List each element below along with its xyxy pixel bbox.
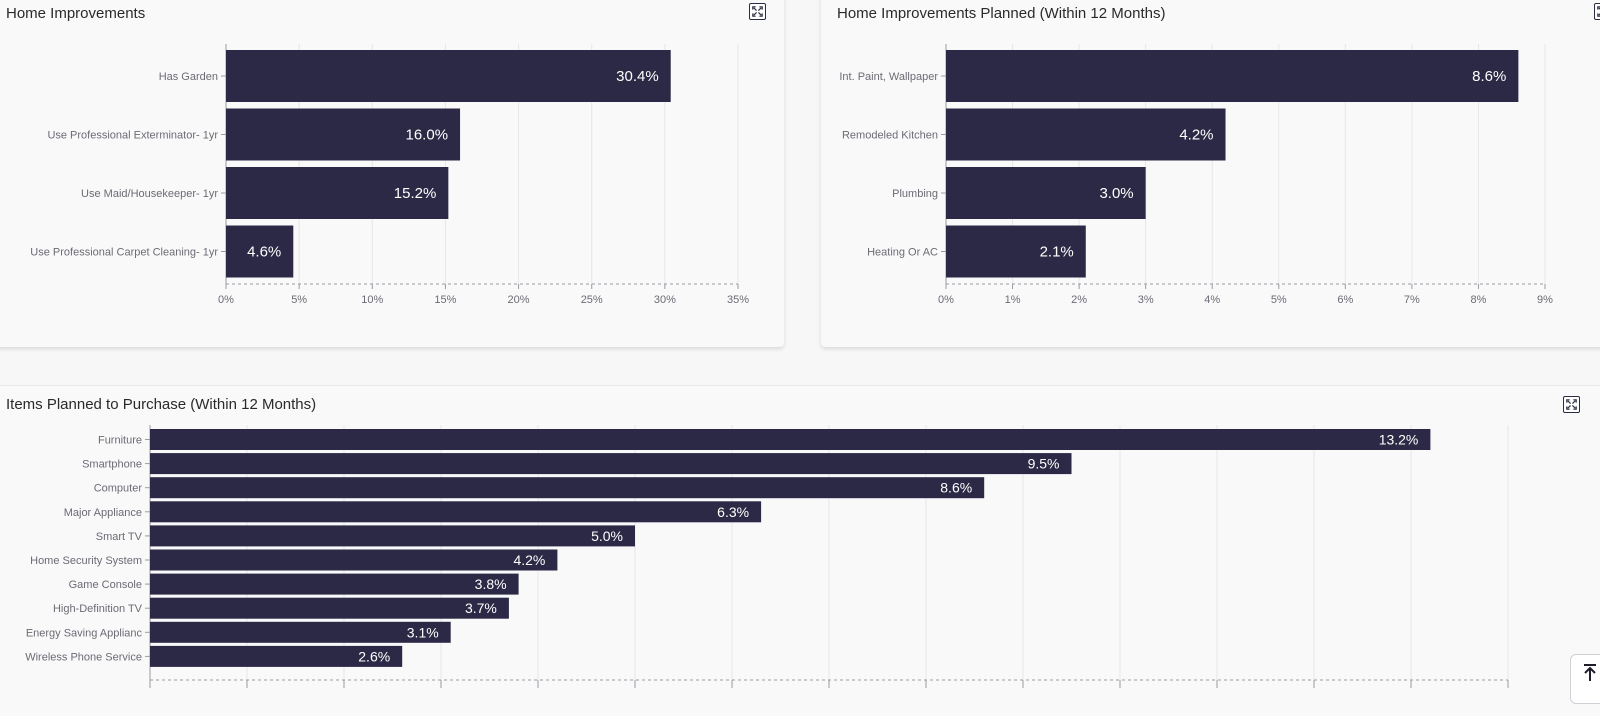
x-tick-label: 2% bbox=[1071, 294, 1087, 306]
bar bbox=[150, 549, 558, 571]
x-tick-label: 30% bbox=[654, 294, 676, 306]
bar bbox=[946, 167, 1146, 219]
x-tick-label: 1% bbox=[1005, 294, 1021, 306]
x-tick-label: 5% bbox=[291, 294, 307, 306]
data-label: 4.6% bbox=[247, 244, 281, 261]
data-label: 5.0% bbox=[591, 528, 623, 544]
home-improvements-title: Home Improvements bbox=[6, 5, 146, 22]
items-planned-title: Items Planned to Purchase (Within 12 Mon… bbox=[6, 396, 317, 413]
x-tick-label: 3% bbox=[1138, 294, 1154, 306]
category-label: Energy Saving Applianc bbox=[26, 627, 143, 639]
data-label: 3.0% bbox=[1099, 185, 1133, 202]
category-label: Game Console bbox=[69, 579, 142, 591]
category-label: Wireless Phone Service bbox=[25, 651, 142, 663]
category-label: Heating Or AC bbox=[867, 247, 938, 259]
data-label: 2.6% bbox=[358, 648, 390, 664]
data-label: 16.0% bbox=[406, 127, 449, 144]
data-label: 6.3% bbox=[717, 504, 749, 520]
category-label: Plumbing bbox=[892, 188, 938, 200]
expand-icon[interactable] bbox=[1594, 3, 1600, 20]
data-label: 3.1% bbox=[407, 624, 439, 640]
category-label: Has Garden bbox=[159, 71, 218, 83]
data-label: 15.2% bbox=[394, 185, 437, 202]
bar bbox=[226, 108, 461, 161]
bar bbox=[946, 225, 1086, 278]
bar bbox=[150, 621, 451, 643]
x-tick-label: 20% bbox=[508, 294, 530, 306]
category-label: Use Professional Exterminator- 1yr bbox=[47, 130, 218, 142]
category-label: Use Professional Carpet Cleaning- 1yr bbox=[30, 247, 218, 259]
scroll-to-top-button[interactable] bbox=[1570, 654, 1600, 704]
bar bbox=[150, 573, 519, 595]
category-label: Remodeled Kitchen bbox=[842, 130, 938, 142]
category-label: Furniture bbox=[98, 435, 142, 447]
bar bbox=[150, 645, 403, 667]
x-tick-label: 7% bbox=[1404, 294, 1420, 306]
data-label: 4.2% bbox=[513, 552, 545, 568]
bar bbox=[150, 501, 762, 523]
bar bbox=[946, 50, 1519, 102]
category-label: Smart TV bbox=[96, 531, 143, 543]
data-label: 2.1% bbox=[1040, 244, 1074, 261]
x-tick-label: 6% bbox=[1337, 294, 1353, 306]
bar bbox=[150, 597, 509, 619]
category-label: High-Definition TV bbox=[53, 603, 143, 615]
data-label: 8.6% bbox=[940, 480, 972, 496]
x-tick-label: 25% bbox=[581, 294, 603, 306]
data-label: 8.6% bbox=[1472, 68, 1506, 85]
x-tick-label: 0% bbox=[938, 294, 954, 306]
category-label: Home Security System bbox=[30, 555, 142, 567]
x-tick-label: 15% bbox=[434, 294, 456, 306]
bar bbox=[226, 50, 671, 102]
x-tick-label: 0% bbox=[218, 294, 234, 306]
category-label: Int. Paint, Wallpaper bbox=[839, 71, 938, 83]
bar bbox=[946, 108, 1226, 161]
category-label: Use Maid/Housekeeper- 1yr bbox=[81, 188, 218, 200]
home-improvements-planned-title: Home Improvements Planned (Within 12 Mon… bbox=[837, 5, 1166, 22]
bar bbox=[150, 429, 1431, 450]
data-label: 9.5% bbox=[1028, 456, 1060, 472]
x-tick-label: 35% bbox=[727, 294, 749, 306]
x-tick-label: 8% bbox=[1470, 294, 1486, 306]
data-label: 30.4% bbox=[616, 68, 659, 85]
category-label: Major Appliance bbox=[64, 507, 142, 519]
data-label: 13.2% bbox=[1379, 432, 1419, 448]
data-label: 3.8% bbox=[475, 576, 507, 592]
category-label: Smartphone bbox=[82, 459, 142, 471]
data-label: 3.7% bbox=[465, 600, 497, 616]
data-label: 4.2% bbox=[1179, 127, 1213, 144]
x-tick-label: 4% bbox=[1204, 294, 1220, 306]
x-tick-label: 9% bbox=[1537, 294, 1553, 306]
expand-icon[interactable] bbox=[1563, 396, 1580, 413]
bar bbox=[150, 525, 635, 547]
bar bbox=[226, 225, 294, 278]
x-tick-label: 5% bbox=[1271, 294, 1287, 306]
home-improvements-chart: 0% 5% 10% 15% 20% 25% 30% 35% Has Garden 30.4% Use… bbox=[25, 44, 1553, 688]
expand-icon[interactable] bbox=[749, 3, 766, 20]
bar bbox=[150, 477, 985, 499]
bar bbox=[150, 453, 1072, 475]
category-label: Computer bbox=[94, 483, 143, 495]
x-tick-label: 10% bbox=[361, 294, 383, 306]
arrow-up-to-line-icon bbox=[1584, 664, 1596, 681]
bar bbox=[226, 167, 449, 219]
